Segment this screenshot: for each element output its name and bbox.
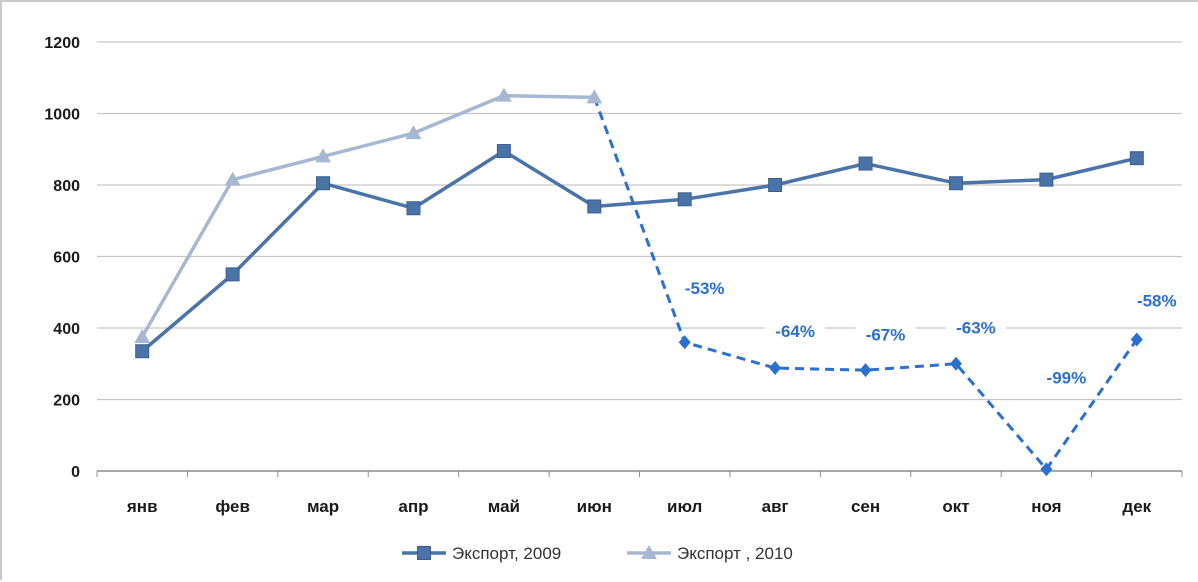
- series-2009-point-сен: [858, 156, 873, 171]
- series-2009-point-авг: [768, 178, 783, 192]
- series-2010-line: [140, 93, 595, 338]
- y-tick-label-0: 0: [71, 464, 80, 481]
- x-tick-label-мар: мар: [307, 497, 339, 516]
- series-2010-drop-point-июл: [678, 335, 691, 350]
- x-axis-tick-labels: янв фев мар апр май июн июл авг сен окт ноя дек: [126, 497, 1152, 516]
- x-tick-label-май: май: [488, 497, 520, 516]
- annotation-bg-окт: [945, 316, 1006, 341]
- y-tick-label-1000: 1000: [44, 107, 80, 124]
- legend-label-2009: Экспорт, 2009: [452, 544, 561, 563]
- legend-label-2010: Экспорт , 2010: [677, 544, 793, 563]
- y-axis-tick-labels: 0 200 400 600 800 1000 1200: [44, 35, 80, 481]
- y-tick-label-400: 400: [53, 321, 80, 338]
- x-tick-label-июн: июн: [577, 497, 612, 516]
- legend-marker-2009: [417, 546, 431, 560]
- series-2009-point-фев: [225, 267, 240, 282]
- annotation-окт: -63%: [956, 318, 996, 337]
- gridlines: [96, 41, 1183, 477]
- series-2009-point-апр: [406, 201, 421, 216]
- series-2010-point-июн: [586, 89, 603, 104]
- y-tick-label-200: 200: [53, 393, 80, 410]
- annotation-bg-ноя: [1036, 366, 1097, 391]
- x-tick-label-дек: дек: [1122, 497, 1151, 516]
- x-tick-label-янв: янв: [126, 497, 158, 516]
- percent-annotations: -53% -64% -67% -63% -99% -58%: [674, 277, 1187, 391]
- series-2010-point-янв: [134, 328, 151, 343]
- series-2009-point-янв: [135, 344, 150, 359]
- x-tick-label-окт: окт: [942, 497, 969, 516]
- y-tick-label-1200: 1200: [44, 35, 80, 52]
- annotation-bg-июл: [674, 277, 735, 302]
- annotation-авг: -64%: [775, 322, 815, 341]
- annotation-июл: -53%: [685, 279, 725, 298]
- annotation-bg-сен: [855, 323, 916, 348]
- series-2010-point-май: [495, 87, 512, 102]
- series-2009-point-мар: [316, 176, 331, 191]
- annotation-bg-авг: [765, 319, 826, 344]
- series-2010-drop-point-авг: [769, 361, 782, 376]
- y-tick-label-600: 600: [53, 250, 80, 267]
- series-2009-point-июн: [587, 199, 602, 214]
- legend-marker-2010: [641, 545, 657, 559]
- series-2010-point-мар: [315, 148, 332, 163]
- series-2010-point-апр: [405, 125, 422, 140]
- x-tick-label-ноя: ноя: [1031, 497, 1061, 516]
- x-tick-label-апр: апр: [398, 497, 428, 516]
- x-tick-label-июл: июл: [667, 497, 702, 516]
- x-tick-label-сен: сен: [851, 497, 880, 516]
- annotation-ноя: -99%: [1047, 368, 1087, 387]
- series-2009-line: [141, 149, 1138, 353]
- series-2010-drop-point-сен: [859, 363, 872, 378]
- legend: Экспорт, 2009 Экспорт , 2010: [402, 544, 793, 563]
- x-tick-label-авг: авг: [762, 497, 789, 516]
- series-lines: [134, 87, 1144, 477]
- series-2009-point-окт: [948, 176, 963, 191]
- x-tick-label-фев: фев: [215, 497, 250, 516]
- series-2010-point-фев: [224, 171, 241, 186]
- annotation-дек: -58%: [1137, 292, 1177, 311]
- series-2009-point-дек: [1129, 151, 1144, 166]
- series-2010-drop-point-окт: [949, 356, 962, 371]
- annotation-сен: -67%: [866, 326, 906, 345]
- series-2010-drop-point-ноя: [1040, 462, 1053, 477]
- series-2009-point-май: [496, 144, 511, 159]
- series-2010-drop-point-дек: [1130, 332, 1143, 347]
- series-2009-point-ноя: [1039, 172, 1054, 187]
- y-tick-label-800: 800: [53, 178, 80, 195]
- series-2009-point-июл: [677, 192, 692, 207]
- annotation-bg-дек: [1126, 289, 1187, 314]
